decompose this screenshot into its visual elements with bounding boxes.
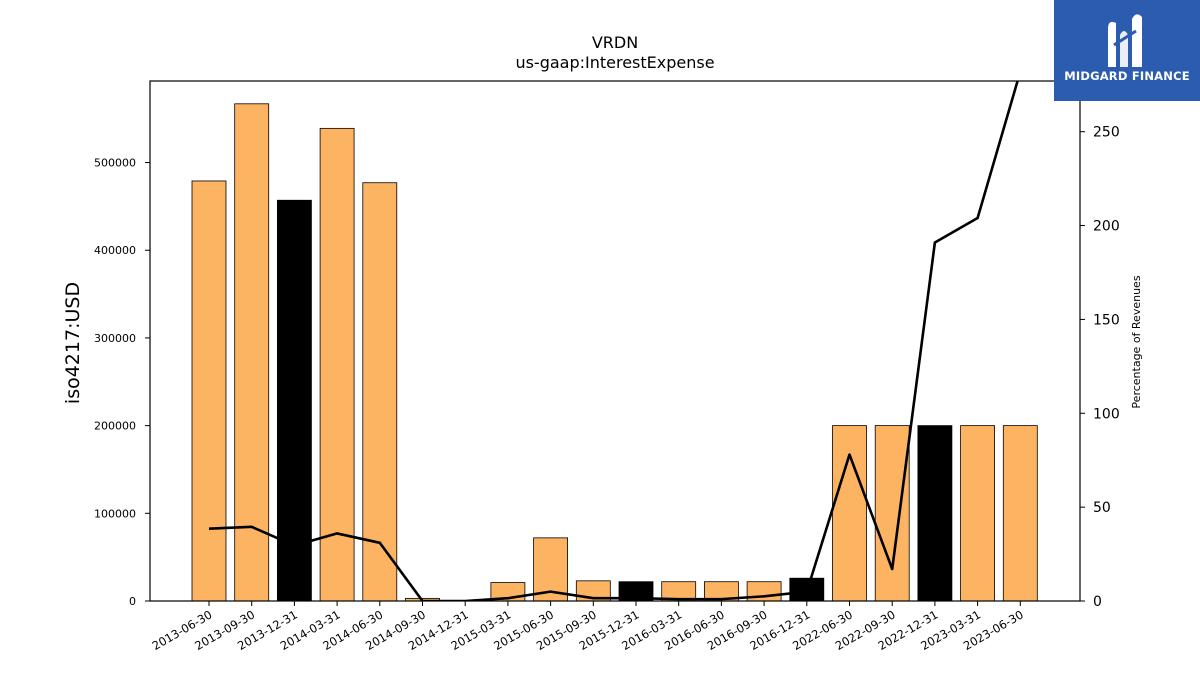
bar-2014-06-30: [362, 182, 398, 602]
y-tick-label: 500000: [94, 157, 136, 170]
x-axis-ticks: 2013-06-302013-09-302013-12-312014-03-31…: [150, 601, 1026, 653]
bar-2013-12-31: [276, 199, 312, 602]
y2-tick-label: 50: [1093, 500, 1111, 516]
y-tick-label: 200000: [94, 420, 136, 433]
midgard-logo-icon: [1108, 14, 1142, 67]
y2-tick-label: 200: [1093, 219, 1120, 235]
bar-2023-03-31: [960, 425, 995, 602]
plot-frame: [149, 80, 1081, 602]
y2-tick-label: 150: [1093, 312, 1120, 328]
y-tick-label: 0: [129, 595, 136, 608]
y2-axis-label: Percentage of Revenues: [1130, 275, 1143, 408]
bar-2013-06-30: [191, 180, 227, 602]
y2-tick-label: 100: [1093, 406, 1120, 422]
y2-tick-label: 0: [1093, 594, 1102, 610]
bar-2022-12-31: [917, 425, 953, 602]
bar-series: [191, 103, 1038, 602]
bar-2013-09-30: [234, 103, 270, 602]
y-tick-label: 100000: [94, 507, 136, 520]
y-tick-label: 300000: [94, 332, 136, 345]
percentage-of-revenues-line: [208, 81, 1019, 601]
bar-2023-06-30: [1002, 425, 1038, 602]
y2-tick-label: 250: [1093, 125, 1120, 141]
midgard-finance-logo: MIDGARD FINANCE: [1054, 0, 1200, 101]
y2-axis-ticks: 0 50 100 150 200 250: [1080, 125, 1120, 610]
y-axis-label: iso4217:USD: [62, 282, 84, 404]
bar-2022-06-30: [832, 425, 867, 602]
logo-text: MIDGARD FINANCE: [1064, 69, 1190, 83]
percentage-line-layer: [208, 81, 1019, 601]
bar-2014-03-31: [319, 127, 355, 602]
chart-title: VRDN: [592, 33, 638, 52]
bar-2022-09-30: [874, 425, 910, 602]
chart-subtitle: us-gaap:InterestExpense: [515, 53, 714, 72]
y-axis-ticks: 0 100000 200000 300000 400000 500000: [94, 157, 150, 608]
y-tick-label: 400000: [94, 244, 136, 257]
